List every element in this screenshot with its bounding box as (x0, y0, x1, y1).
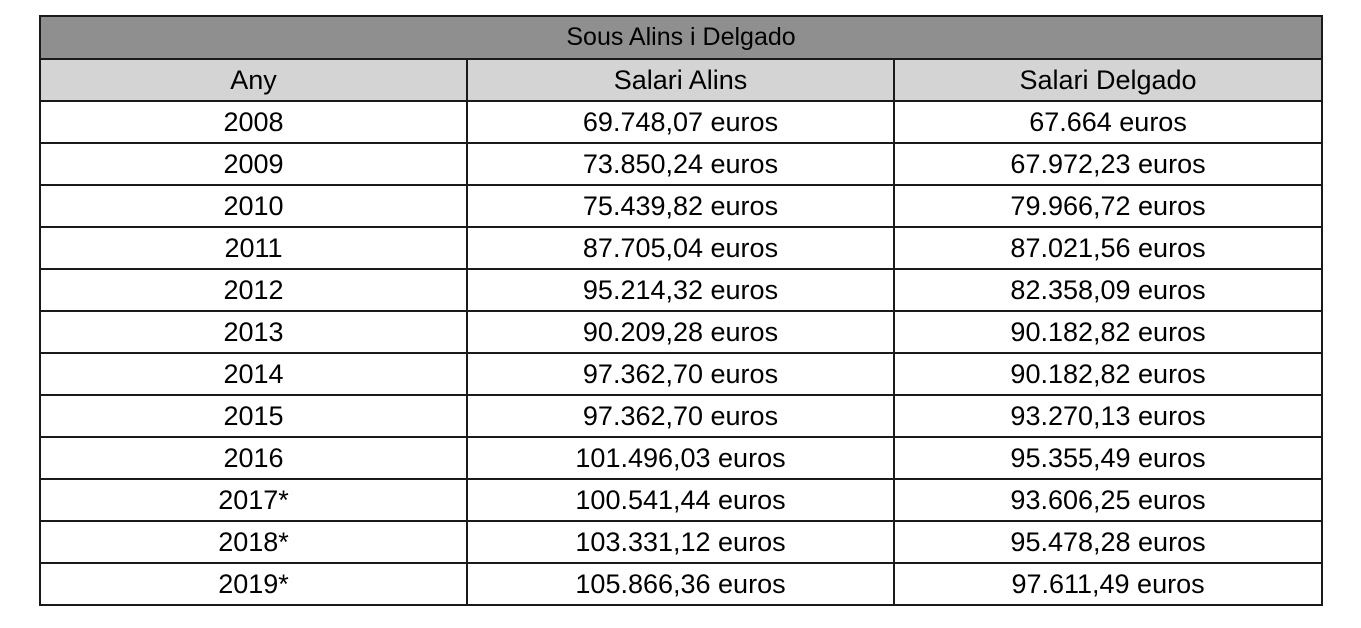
cell-year: 2014 (39, 352, 468, 396)
cell-year: 2008 (39, 100, 468, 144)
cell-year: 2015 (39, 394, 468, 438)
table-title: Sous Alins i Delgado (38, 15, 1324, 60)
cell-salary-delgado: 93.270,13 euros (892, 394, 1324, 438)
table-row: 2018* 103.331,12 euros 95.478,28 euros (39, 520, 1324, 564)
cell-salary-alins: 97.362,70 euros (466, 394, 895, 438)
table-row: 2017* 100.541,44 euros 93.606,25 euros (39, 478, 1324, 522)
table-row: 2011 87.705,04 euros 87.021,56 euros (39, 226, 1324, 270)
cell-salary-alins: 103.331,12 euros (466, 520, 895, 564)
table-body: 2008 69.748,07 euros 67.664 euros 2009 73.85… (39, 100, 1324, 606)
table-row: 2019* 105.866,36 euros 97.611,49 euros (39, 562, 1324, 606)
cell-salary-alins: 75.439,82 euros (466, 184, 895, 228)
cell-salary-delgado: 67.972,23 euros (892, 142, 1324, 186)
cell-salary-alins: 101.496,03 euros (466, 436, 895, 480)
table-row: 2012 95.214,32 euros 82.358,09 euros (39, 268, 1324, 312)
cell-year: 2019* (39, 562, 468, 606)
cell-salary-alins: 105.866,36 euros (466, 562, 895, 606)
salary-table: Sous Alins i Delgado Any Salari Alins Sa… (38, 15, 1324, 606)
cell-salary-delgado: 79.966,72 euros (892, 184, 1324, 228)
cell-salary-alins: 73.850,24 euros (466, 142, 895, 186)
cell-salary-delgado: 82.358,09 euros (892, 268, 1324, 312)
table-title-row: Sous Alins i Delgado (38, 15, 1324, 60)
column-header-salary-alins: Salari Alins (466, 58, 895, 102)
cell-salary-delgado: 95.478,28 euros (892, 520, 1324, 564)
cell-year: 2011 (39, 226, 468, 270)
column-header-year: Any (39, 58, 468, 102)
cell-year: 2009 (39, 142, 468, 186)
table-header-row: Any Salari Alins Salari Delgado (39, 58, 1324, 102)
cell-salary-delgado: 95.355,49 euros (892, 436, 1324, 480)
table-row: 2015 97.362,70 euros 93.270,13 euros (39, 394, 1324, 438)
cell-salary-alins: 95.214,32 euros (466, 268, 895, 312)
cell-year: 2016 (39, 436, 468, 480)
cell-salary-delgado: 67.664 euros (892, 100, 1324, 144)
cell-salary-alins: 97.362,70 euros (466, 352, 895, 396)
cell-salary-delgado: 87.021,56 euros (892, 226, 1324, 270)
table-row: 2010 75.439,82 euros 79.966,72 euros (39, 184, 1324, 228)
cell-year: 2010 (39, 184, 468, 228)
table-row: 2014 97.362,70 euros 90.182,82 euros (39, 352, 1324, 396)
cell-year: 2017* (39, 478, 468, 522)
cell-salary-alins: 69.748,07 euros (466, 100, 895, 144)
table-row: 2013 90.209,28 euros 90.182,82 euros (39, 310, 1324, 354)
cell-year: 2012 (39, 268, 468, 312)
table-row: 2008 69.748,07 euros 67.664 euros (39, 100, 1324, 144)
cell-year: 2018* (39, 520, 468, 564)
cell-salary-delgado: 97.611,49 euros (892, 562, 1324, 606)
cell-salary-delgado: 93.606,25 euros (892, 478, 1324, 522)
salary-table-container: Sous Alins i Delgado Any Salari Alins Sa… (38, 15, 1324, 606)
column-header-salary-delgado: Salari Delgado (892, 58, 1324, 102)
cell-salary-alins: 87.705,04 euros (466, 226, 895, 270)
table-row: 2016 101.496,03 euros 95.355,49 euros (39, 436, 1324, 480)
cell-year: 2013 (39, 310, 468, 354)
cell-salary-alins: 90.209,28 euros (466, 310, 895, 354)
cell-salary-delgado: 90.182,82 euros (892, 310, 1324, 354)
cell-salary-alins: 100.541,44 euros (466, 478, 895, 522)
table-row: 2009 73.850,24 euros 67.972,23 euros (39, 142, 1324, 186)
cell-salary-delgado: 90.182,82 euros (892, 352, 1324, 396)
